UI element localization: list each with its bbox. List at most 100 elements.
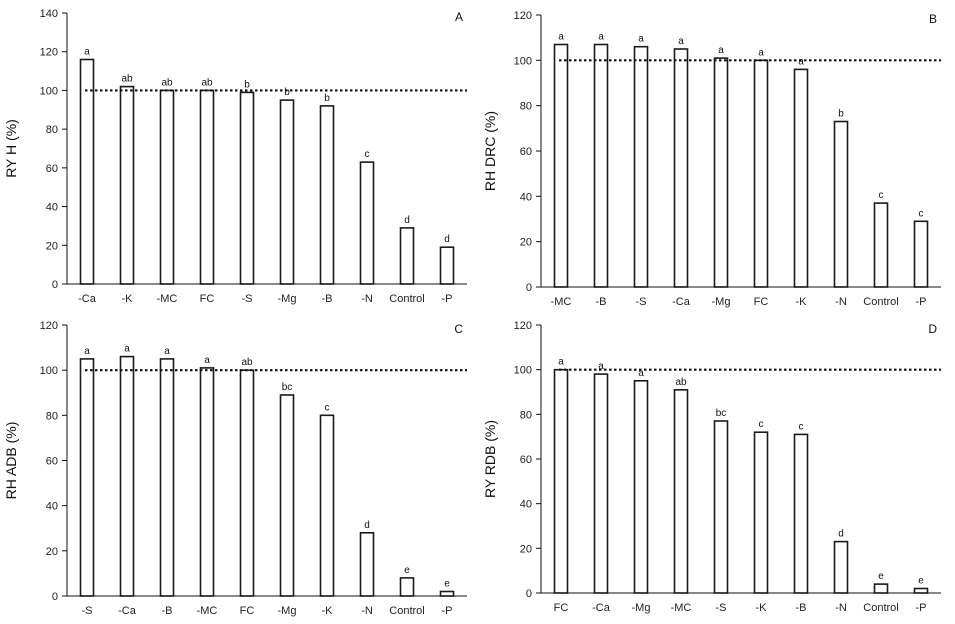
x-tick-label: -Ca [672,296,691,308]
x-tick-label: -P [916,602,927,614]
y-tick-label: 0 [526,282,532,294]
y-tick-label: 40 [520,499,532,511]
bar [159,89,175,285]
x-tick-label: Control [863,602,898,614]
significance-letter: c [325,402,330,413]
bar [553,43,569,288]
bar [279,394,295,597]
y-tick-label: 60 [520,454,532,466]
x-tick-label: -MC [671,602,692,614]
y-tick-label: 60 [46,163,58,175]
x-tick-label: -Mg [278,605,297,617]
bar [833,120,849,288]
significance-letter: ab [241,357,253,368]
significance-letter: a [124,344,130,355]
panel-b: a -MC a -B a -S a -Ca a -Mg a FC a -K b -N c Control c -P 0 2… [482,10,941,308]
y-tick-label: 0 [52,279,58,291]
y-tick-label: 100 [514,365,532,377]
significance-letter: e [878,571,884,582]
panel-d: a FC a -Ca a -Mg ab -MC bc -S c -K c -B d -N e Control e -P… [482,320,941,614]
bar [359,161,375,285]
significance-letter: e [404,565,410,576]
significance-letter: c [759,419,764,430]
bar [793,68,809,288]
significance-letter: d [364,520,370,531]
x-tick-label: -Ca [118,605,137,617]
y-tick-label: 120 [514,10,532,22]
bar [753,59,769,288]
panel-a: a -Ca ab -K ab -MC ab FC b -S b -Mg b -B c -N d Control d -… [3,8,467,305]
x-tick-label: -N [835,602,847,614]
x-tick-label: -Mg [632,602,651,614]
x-tick-label: -S [242,293,253,305]
significance-letter: b [284,87,290,98]
x-tick-label: -MC [157,293,178,305]
x-tick-label: Control [389,605,424,617]
y-axis-title: RY H (%) [3,119,19,178]
significance-letter: ab [201,77,213,88]
panel-label: A [455,10,463,24]
bar [239,91,255,285]
x-tick-label: -MC [197,605,218,617]
y-tick-label: 100 [40,365,58,377]
x-tick-label: -S [716,602,727,614]
x-tick-label: -B [162,605,173,617]
bar [913,220,929,288]
x-tick-label: -B [322,293,333,305]
significance-letter: b [244,79,250,90]
y-tick-label: 0 [526,588,532,600]
panel-label: D [928,322,937,336]
significance-letter: d [404,215,410,226]
significance-letter: a [558,32,564,43]
x-tick-label: FC [554,602,569,614]
bar [593,373,609,594]
bar [159,358,175,597]
bar [439,246,455,285]
x-tick-label: -P [442,605,453,617]
y-axis-title: RH DRC (%) [482,111,498,191]
x-tick-label: Control [389,293,424,305]
bar [119,355,135,597]
bar [279,99,295,285]
x-tick-label: -K [322,605,334,617]
x-tick-label: -MC [551,296,572,308]
bar [673,388,689,594]
x-tick-label: -Ca [592,602,611,614]
bar [713,420,729,594]
x-tick-label: -N [835,296,847,308]
y-tick-label: 0 [52,591,58,603]
significance-letter: a [164,346,170,357]
y-tick-label: 120 [514,320,532,332]
bar [713,57,729,288]
significance-letter: bc [282,382,293,393]
y-tick-label: 120 [40,47,58,59]
bar [633,379,649,594]
significance-letter: a [598,32,604,43]
x-tick-label: -B [796,602,807,614]
y-tick-label: 20 [46,546,58,558]
y-tick-label: 100 [514,55,532,67]
significance-letter: c [799,421,804,432]
x-tick-label: -S [82,605,93,617]
x-tick-label: Control [863,296,898,308]
bar [873,202,889,288]
x-tick-label: -N [361,293,373,305]
x-tick-label: FC [754,296,769,308]
significance-letter: d [444,234,450,245]
x-tick-label: -P [916,296,927,308]
significance-letter: ab [675,377,687,388]
y-tick-label: 40 [46,202,58,214]
x-tick-label: -B [596,296,607,308]
x-tick-label: -Mg [278,293,297,305]
y-axis-title: RY RDB (%) [482,420,498,498]
bar [399,227,415,285]
significance-letter: a [678,36,684,47]
significance-letter: c [365,149,370,160]
x-tick-label: -K [756,602,768,614]
bar [833,540,849,594]
y-tick-label: 20 [46,240,58,252]
y-tick-label: 60 [520,146,532,158]
significance-letter: d [838,529,844,540]
bar [873,583,889,594]
